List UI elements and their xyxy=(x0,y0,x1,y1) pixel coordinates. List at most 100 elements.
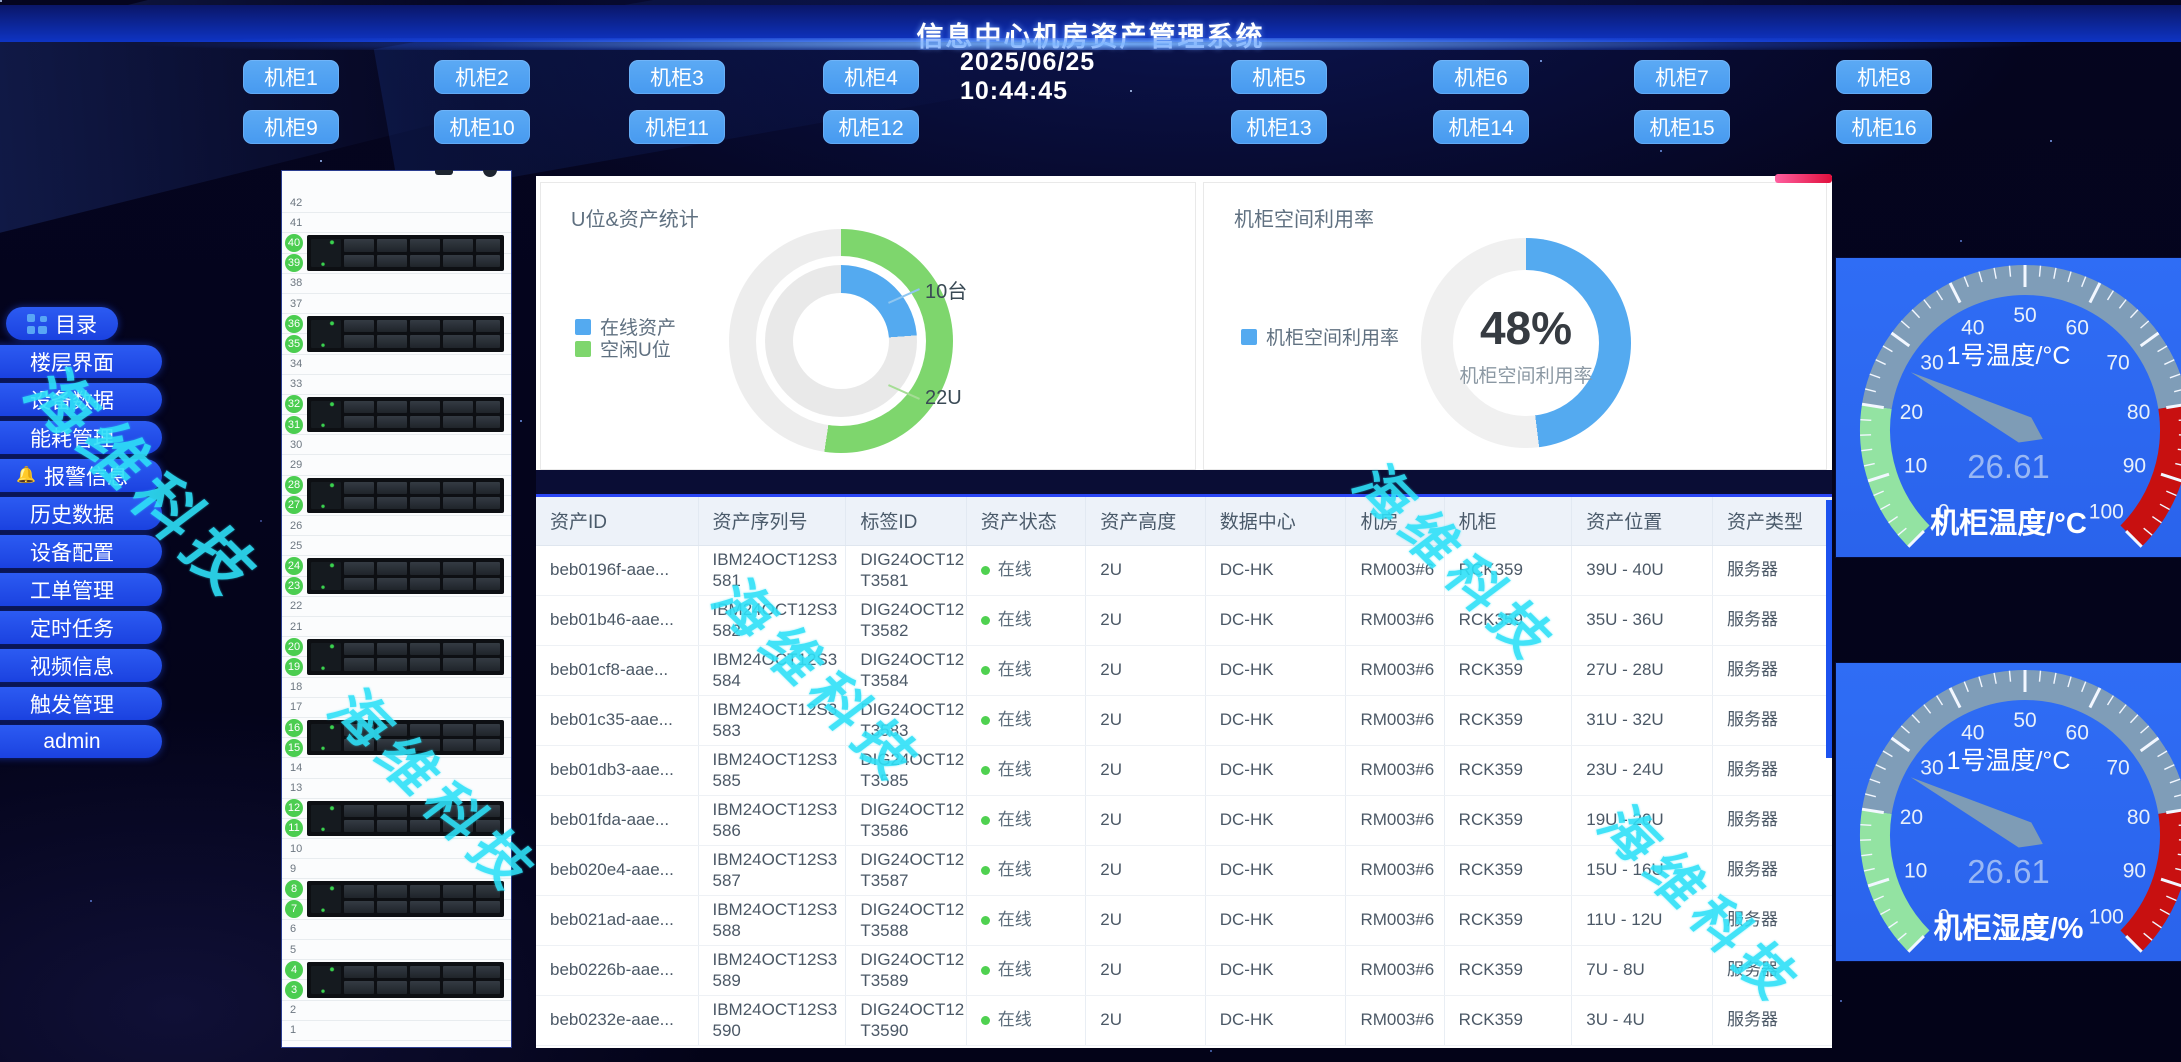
sidebar-item-视频信息[interactable]: 视频信息 xyxy=(0,649,162,682)
sidebar-item-设备配置[interactable]: 设备配置 xyxy=(0,535,162,568)
server-led-panel xyxy=(311,320,341,348)
drive-bay xyxy=(410,416,440,429)
cabinet-button-机柜9[interactable]: 机柜9 xyxy=(243,110,339,144)
cell-数据中心: DC-HK xyxy=(1205,695,1347,746)
drive-bay xyxy=(344,254,374,267)
cabinet-button-机柜14[interactable]: 机柜14 xyxy=(1433,110,1529,144)
cell-数据中心: DC-HK xyxy=(1205,545,1347,596)
donut-hole xyxy=(793,293,889,389)
drive-bay xyxy=(443,577,473,590)
legend-online-assets[interactable]: 在线资产 xyxy=(575,313,676,340)
drive-bay xyxy=(410,335,440,348)
panel-close-bar[interactable] xyxy=(1775,174,1832,183)
sidebar-item-admin[interactable]: admin xyxy=(0,725,162,758)
cabinet-button-机柜1[interactable]: 机柜1 xyxy=(243,60,339,94)
cabinet-button-机柜5[interactable]: 机柜5 xyxy=(1231,60,1327,94)
table-scrollbar[interactable] xyxy=(1826,500,1832,758)
cabinet-button-机柜8[interactable]: 机柜8 xyxy=(1836,60,1932,94)
server-image-u7-8[interactable] xyxy=(307,881,504,917)
sidebar-item-楼层界面[interactable]: 楼层界面 xyxy=(0,345,162,378)
sidebar-item-能耗管理[interactable]: 能耗管理 xyxy=(0,421,162,454)
table-row[interactable]: beb020e4-aae... IBM24OCT12S3587 DIG24OCT12… xyxy=(536,845,1832,896)
sidebar-item-目录[interactable]: 目录 xyxy=(6,307,118,340)
sidebar-item-触发管理[interactable]: 触发管理 xyxy=(0,687,162,720)
sidebar-item-label: 设备数据 xyxy=(30,389,114,413)
sidebar-item-报警信息[interactable]: 🔔 报警信息 xyxy=(0,459,162,492)
rack-minimize-icon[interactable] xyxy=(435,170,453,175)
status-online-dot xyxy=(980,816,990,826)
server-image-u31-32[interactable] xyxy=(307,396,504,433)
cabinet-button-机柜7[interactable]: 机柜7 xyxy=(1634,60,1730,94)
cell-资产类型: 服务器 xyxy=(1712,895,1832,946)
table-row[interactable]: beb0196f-aae... IBM24OCT12S3581 DIG24OCT12… xyxy=(536,545,1832,596)
sidebar-item-定时任务[interactable]: 定时任务 xyxy=(0,611,162,644)
cell-机柜: RCK359 xyxy=(1444,945,1573,996)
table-row[interactable]: beb01fda-aae... IBM24OCT12S3586 DIG24OCT12… xyxy=(536,795,1832,846)
cabinet-button-机柜13[interactable]: 机柜13 xyxy=(1231,110,1327,144)
rack-row-u10: 10 xyxy=(282,839,511,860)
cabinet-button-机柜2[interactable]: 机柜2 xyxy=(434,60,530,94)
table-row[interactable]: beb021ad-aae... IBM24OCT12S3588 DIG24OCT12… xyxy=(536,895,1832,946)
rack-menu-icon[interactable] xyxy=(483,170,497,177)
server-image-u3-4[interactable] xyxy=(307,962,504,998)
sidebar-item-label: 楼层界面 xyxy=(30,351,114,375)
cell-资产序列号: IBM24OCT12S3589 xyxy=(698,945,847,996)
drive-bay xyxy=(476,739,500,752)
sidebar-item-工单管理[interactable]: 工单管理 xyxy=(0,573,162,606)
cell-资产状态: 在线 xyxy=(966,595,1087,646)
server-led-panel xyxy=(311,400,341,429)
rack-u-badge-occupied: 27 xyxy=(285,496,303,515)
drive-bay xyxy=(377,481,407,494)
cabinet-button-机柜16[interactable]: 机柜16 xyxy=(1836,110,1932,144)
column-header-资产状态: 资产状态 xyxy=(966,497,1087,546)
cell-资产类型: 服务器 xyxy=(1712,645,1832,696)
table-row[interactable]: beb0232e-aae... IBM24OCT12S3590 DIG24OCT12… xyxy=(536,995,1832,1046)
rack-row-u25: 25 xyxy=(282,536,511,557)
server-image-u27-28[interactable] xyxy=(307,477,504,514)
sidebar-item-历史数据[interactable]: 历史数据 xyxy=(0,497,162,530)
table-row[interactable]: beb01c35-aae... IBM24OCT12S3583 DIG24OCT12… xyxy=(536,695,1832,746)
server-image-u39-40[interactable] xyxy=(307,235,504,271)
drive-bay xyxy=(377,739,407,752)
rack-u-number: 9 xyxy=(290,862,297,875)
server-image-u23-24[interactable] xyxy=(307,558,504,594)
cabinet-button-机柜4[interactable]: 机柜4 xyxy=(823,60,919,94)
cabinet-button-机柜11[interactable]: 机柜11 xyxy=(629,110,725,144)
drive-bay xyxy=(410,900,440,913)
table-row[interactable]: beb01b46-aae... IBM24OCT12S3582 DIG24OCT12… xyxy=(536,595,1832,646)
server-led-panel xyxy=(311,723,341,752)
column-header-资产ID: 资产ID xyxy=(536,497,699,546)
server-image-u15-16[interactable] xyxy=(307,719,504,756)
drive-bay xyxy=(443,416,473,429)
legend-utilization[interactable]: 机柜空间利用率 xyxy=(1241,323,1399,350)
rack-u-badge-occupied: 36 xyxy=(285,314,303,333)
drive-bay xyxy=(476,643,500,656)
cabinet-button-机柜6[interactable]: 机柜6 xyxy=(1433,60,1529,94)
server-image-u11-12[interactable] xyxy=(307,800,504,837)
cell-资产ID: beb0226b-aae... xyxy=(536,945,699,996)
drive-bay xyxy=(344,481,374,494)
cabinet-button-机柜12[interactable]: 机柜12 xyxy=(823,110,919,144)
drive-bay xyxy=(410,981,440,994)
temperature-gauge-panel: 0 10 20 30 40 50 60 70 80 90 100 1号温度/°C 26.61 机柜温… xyxy=(1836,258,2181,557)
server-image-u19-20[interactable] xyxy=(307,639,504,675)
column-header-资产高度: 资产高度 xyxy=(1085,497,1206,546)
cabinet-button-机柜3[interactable]: 机柜3 xyxy=(629,60,725,94)
table-row[interactable]: beb01db3-aae... IBM24OCT12S3585 DIG24OCT12… xyxy=(536,745,1832,796)
rack-u-badge-occupied: 11 xyxy=(285,819,303,838)
drive-bay xyxy=(344,400,374,414)
server-image-u35-36[interactable] xyxy=(307,316,504,352)
drive-bay xyxy=(476,658,500,671)
cabinet-button-机柜15[interactable]: 机柜15 xyxy=(1634,110,1730,144)
drive-bay xyxy=(410,739,440,752)
cabinet-button-机柜10[interactable]: 机柜10 xyxy=(434,110,530,144)
cell-资产状态: 在线 xyxy=(966,745,1087,796)
sidebar-item-设备数据[interactable]: 设备数据 xyxy=(0,383,162,416)
table-row[interactable]: beb0226b-aae... IBM24OCT12S3589 DIG24OCT12… xyxy=(536,945,1832,996)
legend-free-u[interactable]: 空闲U位 xyxy=(575,335,671,362)
column-header-资产序列号: 资产序列号 xyxy=(698,497,847,546)
rack-row-u9: 9 xyxy=(282,859,511,880)
drive-bay xyxy=(377,819,407,833)
table-row[interactable]: beb01cf8-aae... IBM24OCT12S3584 DIG24OCT12… xyxy=(536,645,1832,696)
cell-机柜: RCK359 xyxy=(1444,545,1573,596)
